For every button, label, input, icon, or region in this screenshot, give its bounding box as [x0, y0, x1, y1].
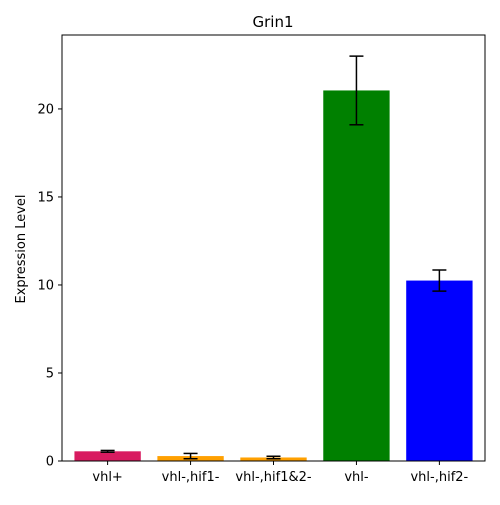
y-tick-label-3: 15	[37, 190, 54, 205]
bar-4	[406, 280, 473, 461]
y-tick-label-4: 20	[37, 102, 54, 117]
y-tick-label-2: 10	[37, 278, 54, 293]
bar-3	[323, 90, 390, 462]
y-axis-label: Expression Level	[14, 194, 29, 303]
x-tick-label-1: vhl-,hif1-	[162, 470, 220, 485]
bar-0	[74, 451, 141, 461]
x-tick-label-2: vhl-,hif1&2-	[235, 470, 311, 485]
plot-area: vhl+ vhl-,hif1- vhl-,hif1&2- vhl-vhl-,hif2-…	[37, 34, 486, 485]
chart-title: Grin1	[252, 13, 293, 31]
y-tick-label-1: 5	[46, 366, 54, 381]
x-tick-label-4: vhl-,hif2-	[410, 470, 468, 485]
x-tick-label-3: vhl-	[344, 470, 369, 485]
y-tick-label-0: 0	[46, 455, 54, 470]
x-tick-label-0: vhl+	[92, 470, 122, 485]
plot-frame	[61, 34, 486, 462]
